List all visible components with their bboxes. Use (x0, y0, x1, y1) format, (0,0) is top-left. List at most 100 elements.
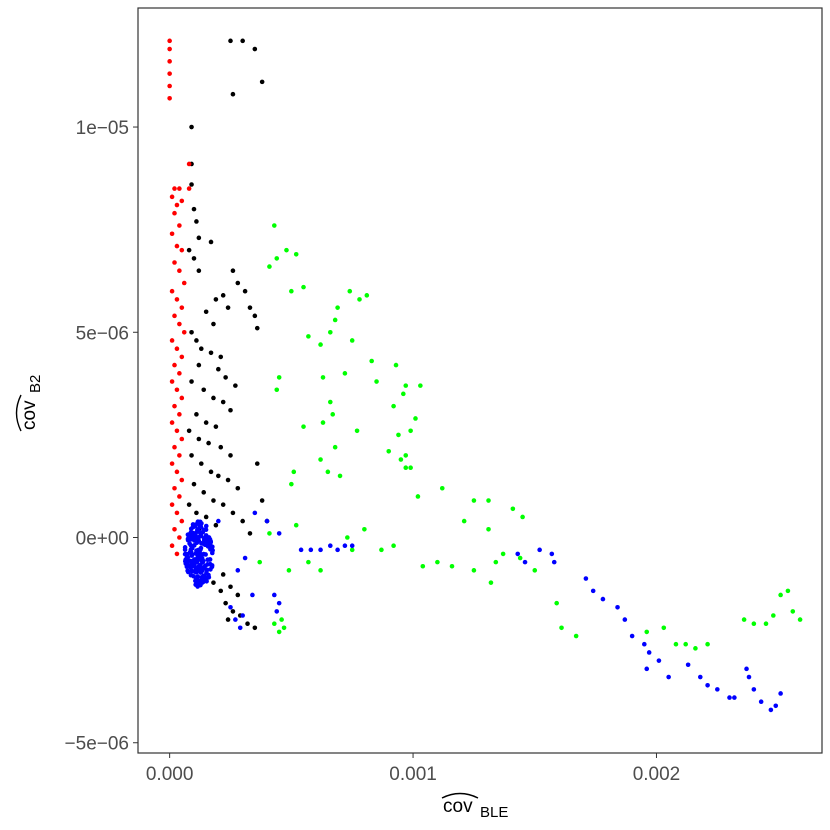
data-point-cluster (188, 547, 194, 552)
data-point-series-0 (218, 588, 224, 594)
y-axis-title-main: cov (19, 400, 40, 430)
data-point-series-2 (693, 646, 698, 651)
data-point-series-0 (242, 288, 248, 294)
data-point-series-3 (272, 592, 277, 598)
data-point-series-0 (245, 621, 250, 626)
data-point-series-3 (697, 674, 703, 680)
data-point-series-1 (172, 403, 177, 409)
data-point-series-3 (646, 650, 652, 655)
data-point-series-2 (435, 559, 440, 565)
data-point-series-3 (622, 617, 628, 622)
data-point-series-0 (194, 338, 199, 343)
data-point-cluster (207, 557, 212, 562)
data-point-cluster (195, 574, 201, 579)
data-point-series-1 (172, 444, 177, 450)
data-point-series-1 (179, 477, 185, 483)
data-point-series-0 (213, 522, 219, 528)
data-point-series-2 (408, 465, 413, 471)
data-point-series-0 (208, 350, 214, 356)
data-point-series-2 (398, 457, 404, 462)
data-point-cluster (184, 551, 190, 557)
data-point-series-2 (778, 592, 783, 598)
data-point-series-1 (169, 231, 175, 237)
data-point-series-3 (768, 707, 774, 713)
x-axis-title-subscript: BLE (480, 804, 508, 821)
data-point-series-3 (644, 666, 650, 672)
data-point-series-3 (308, 547, 314, 553)
data-point-series-0 (220, 399, 226, 405)
data-point-series-2 (347, 288, 353, 294)
data-point-series-0 (189, 329, 194, 335)
data-point-series-0 (228, 453, 233, 458)
data-point-series-0 (211, 498, 216, 503)
data-point-series-1 (169, 288, 175, 294)
data-point-series-2 (420, 563, 426, 569)
data-point-series-3 (228, 604, 233, 610)
data-point-series-0 (194, 219, 199, 224)
data-point-cluster (204, 578, 209, 584)
data-point-series-2 (272, 223, 277, 228)
data-point-series-2 (284, 247, 289, 253)
data-point-cluster (189, 553, 194, 558)
data-point-series-2 (330, 412, 336, 417)
data-point-series-3 (252, 510, 258, 516)
data-point-series-0 (235, 592, 241, 598)
data-point-series-0 (196, 235, 202, 241)
data-point-series-1 (167, 83, 172, 89)
data-point-series-2 (790, 609, 796, 614)
data-point-series-0 (228, 584, 233, 590)
data-point-series-2 (705, 641, 710, 647)
data-point-series-0 (220, 502, 226, 507)
data-point-series-2 (332, 317, 338, 323)
data-point-series-2 (500, 551, 506, 557)
data-point-series-0 (206, 440, 211, 446)
data-point-series-1 (179, 305, 185, 310)
data-point-series-2 (673, 641, 679, 647)
data-point-series-0 (208, 469, 214, 475)
data-point-series-0 (254, 325, 260, 331)
data-point-series-2 (293, 251, 299, 257)
data-point-series-0 (191, 256, 197, 261)
data-point-series-2 (391, 543, 396, 549)
data-point-series-2 (386, 449, 392, 454)
data-point-cluster (207, 540, 213, 546)
data-point-series-0 (201, 490, 207, 495)
data-point-series-2 (396, 432, 401, 438)
data-point-series-2 (328, 329, 333, 335)
x-tick-label: 0.002 (633, 764, 681, 785)
data-point-series-2 (751, 621, 757, 626)
data-point-series-2 (573, 633, 579, 639)
data-point-series-1 (174, 243, 180, 249)
data-point-series-0 (196, 436, 202, 442)
data-point-series-0 (198, 461, 204, 466)
data-point-series-0 (223, 375, 228, 380)
data-point-series-1 (174, 297, 180, 302)
data-point-series-2 (379, 547, 384, 553)
data-point-cluster (190, 559, 196, 564)
data-point-series-0 (230, 268, 236, 274)
data-point-series-0 (247, 305, 253, 310)
data-point-series-1 (177, 321, 182, 327)
data-point-series-0 (252, 313, 258, 319)
data-point-series-3 (250, 592, 255, 598)
points-layer (167, 38, 803, 713)
data-point-series-3 (242, 555, 248, 561)
data-point-series-1 (167, 96, 172, 101)
data-point-series-0 (230, 510, 236, 516)
data-point-series-1 (179, 518, 185, 524)
data-point-series-2 (301, 284, 306, 290)
data-point-series-1 (174, 551, 180, 557)
data-point-series-2 (461, 518, 467, 524)
data-point-series-0 (189, 379, 194, 384)
data-point-series-2 (362, 526, 367, 532)
data-point-series-3 (349, 543, 355, 549)
data-point-series-0 (211, 580, 216, 585)
data-point-series-2 (276, 375, 282, 380)
data-point-series-2 (318, 568, 323, 573)
data-point-series-0 (218, 444, 224, 450)
data-point-series-1 (167, 46, 172, 52)
data-point-series-3 (615, 604, 620, 610)
data-point-series-2 (520, 514, 525, 520)
data-point-series-2 (559, 625, 564, 631)
